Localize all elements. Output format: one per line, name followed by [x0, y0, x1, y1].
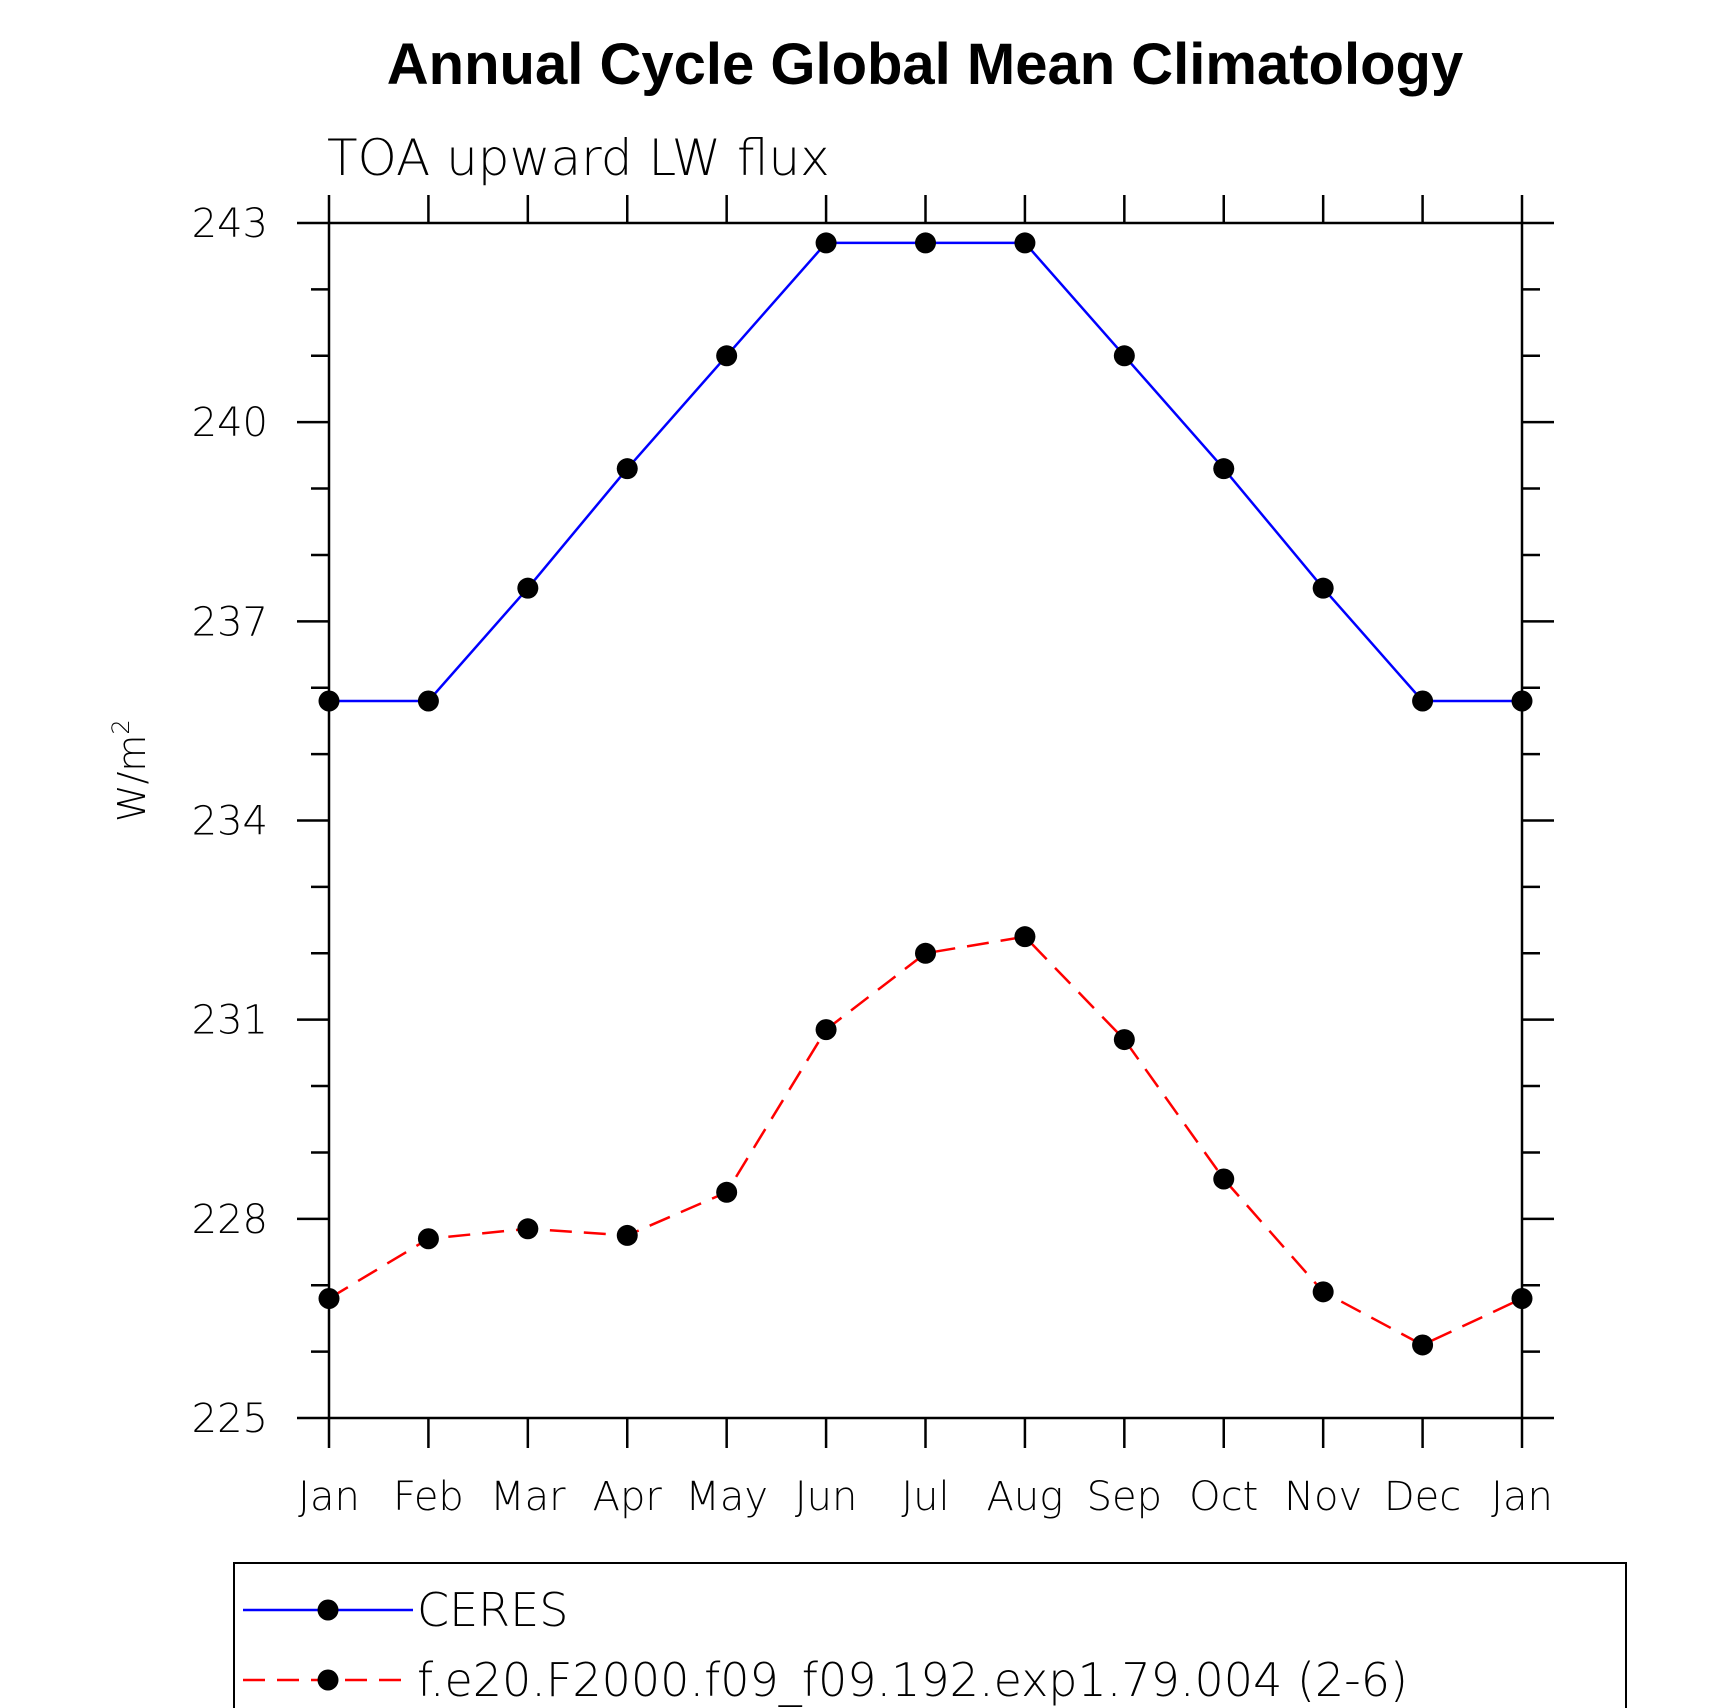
series-2-point — [318, 1288, 340, 1309]
series-1-point — [1213, 458, 1235, 480]
x-tick-label: Jul — [901, 1474, 949, 1520]
x-tick-label: Nov — [1284, 1474, 1362, 1520]
y-tick-label: 243 — [192, 201, 268, 247]
series-2-point — [815, 1019, 837, 1041]
series-1-point — [1511, 690, 1533, 712]
x-tick-label: Jan — [1491, 1474, 1553, 1520]
series-1-point — [616, 458, 638, 480]
legend-marker-1 — [317, 1599, 339, 1621]
y-axis-label-text: W/m — [110, 735, 154, 822]
y-axis-label-superscript: 2 — [107, 719, 135, 734]
x-tick-label: Jun — [795, 1474, 858, 1520]
x-tick-label: Feb — [393, 1474, 464, 1520]
x-tick-label: Dec — [1384, 1474, 1461, 1520]
series-2-point — [915, 942, 936, 964]
legend-label-2: f.e20.F2000.f09_f09.192.exp1.79.004 (2-6… — [417, 1653, 1408, 1707]
legend-label-1: CERES — [417, 1583, 568, 1637]
series-line-2 — [328, 935, 1523, 1347]
y-axis-label: W/m2 — [107, 719, 154, 822]
y-tick-label: 228 — [192, 1197, 268, 1243]
series-1-point — [1312, 577, 1334, 599]
series-2-point — [1412, 1334, 1434, 1356]
series-1-point — [915, 232, 936, 254]
x-tick-label: Apr — [593, 1474, 663, 1520]
legend-box — [233, 1562, 1627, 1708]
y-tick-label: 240 — [192, 400, 268, 446]
x-tick-label: Sep — [1087, 1474, 1162, 1520]
x-tick-label: Jan — [298, 1474, 360, 1520]
x-tick-label: Oct — [1189, 1474, 1258, 1520]
legend: CERES f.e20.F2000.f09_f09.192.exp1.79.004… — [233, 1562, 1627, 1708]
series-2-point — [1511, 1288, 1533, 1309]
series-1-point — [1014, 232, 1036, 254]
series-2-point — [716, 1181, 738, 1203]
series-2-point — [517, 1218, 539, 1240]
y-tick-label: 225 — [192, 1396, 268, 1442]
series-1-point — [716, 345, 738, 367]
series-1-point — [517, 577, 539, 599]
x-tick-label: May — [685, 1474, 768, 1520]
series-layer — [318, 232, 1533, 1356]
series-line-1 — [329, 241, 1522, 703]
y-tick-label: 237 — [192, 599, 268, 645]
series-1-point — [318, 690, 340, 712]
series-2-point — [1113, 1029, 1135, 1051]
plot-frame — [327, 221, 1524, 1420]
series-2-point — [1312, 1281, 1334, 1303]
legend-marker-2 — [317, 1669, 339, 1691]
series-1-point — [417, 690, 439, 712]
series-1-point — [1412, 690, 1434, 712]
series-2-point — [1213, 1168, 1235, 1190]
x-tick-label: Mar — [490, 1474, 566, 1520]
series-1-point — [815, 232, 837, 254]
series-1-point — [1113, 345, 1135, 367]
y-tick-label: 234 — [192, 799, 268, 845]
y-tick-label: 231 — [192, 998, 268, 1044]
series-2-point — [616, 1224, 638, 1246]
axes: Jan Feb Mar Apr May Jun Jul Aug Sep Oct Nov Dec Jan 2… — [192, 195, 1554, 1520]
x-tick-label: Aug — [987, 1474, 1064, 1520]
series-2-point — [1014, 926, 1036, 948]
chart-subtitle: TOA upward LW flux — [327, 129, 830, 187]
chart-title: Annual Cycle Global Mean Climatology — [387, 32, 1463, 97]
series-2-point — [417, 1228, 439, 1250]
